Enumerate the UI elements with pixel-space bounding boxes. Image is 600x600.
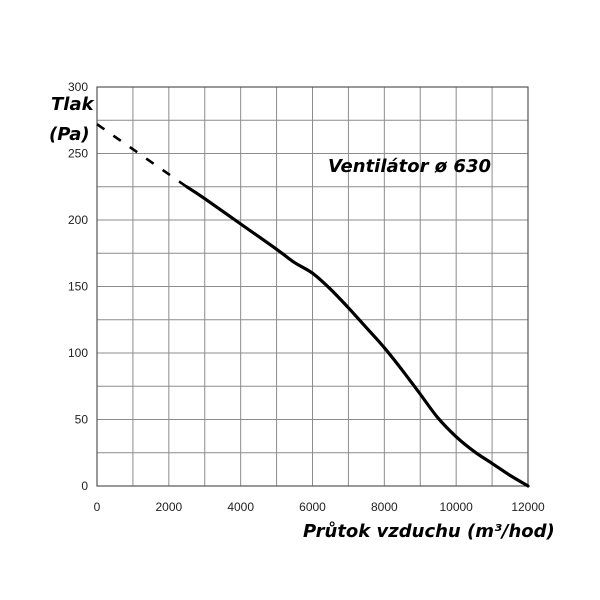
x-tick-label: 12000 <box>511 500 545 514</box>
x-tick-label: 8000 <box>371 500 398 514</box>
tick-labels: 0 50 100 150 200 250 300 0 2000 4000 6000 8000 10000… <box>68 80 545 514</box>
grid <box>96 86 529 487</box>
series-lines <box>96 123 530 488</box>
plot-frame <box>96 86 529 487</box>
x-tick-label: 6000 <box>299 500 326 514</box>
annotations: Ventilátor ø 630 <box>328 156 491 177</box>
y-tick-label: 50 <box>75 413 89 427</box>
y-tick-label: 250 <box>68 147 88 161</box>
x-tick-label: 0 <box>94 500 101 514</box>
y-tick-label: 150 <box>68 280 88 294</box>
x-tick-label: 10000 <box>439 500 473 514</box>
y-axis-label-line2: (Pa) <box>49 124 90 145</box>
series-line-solid <box>185 185 530 488</box>
chart-annotation: Ventilátor ø 630 <box>328 156 491 177</box>
y-tick-label: 200 <box>68 213 88 227</box>
x-tick-label: 4000 <box>227 500 254 514</box>
y-tick-label: 100 <box>68 346 88 360</box>
series-line-dashed <box>96 123 188 188</box>
y-tick-label: 0 <box>81 479 88 493</box>
y-tick-label: 300 <box>68 80 88 94</box>
y-axis-label-line1: Tlak <box>51 94 95 115</box>
x-tick-label: 2000 <box>155 500 182 514</box>
x-axis-label: Průtok vzduchu (m³/hod) <box>303 521 555 542</box>
